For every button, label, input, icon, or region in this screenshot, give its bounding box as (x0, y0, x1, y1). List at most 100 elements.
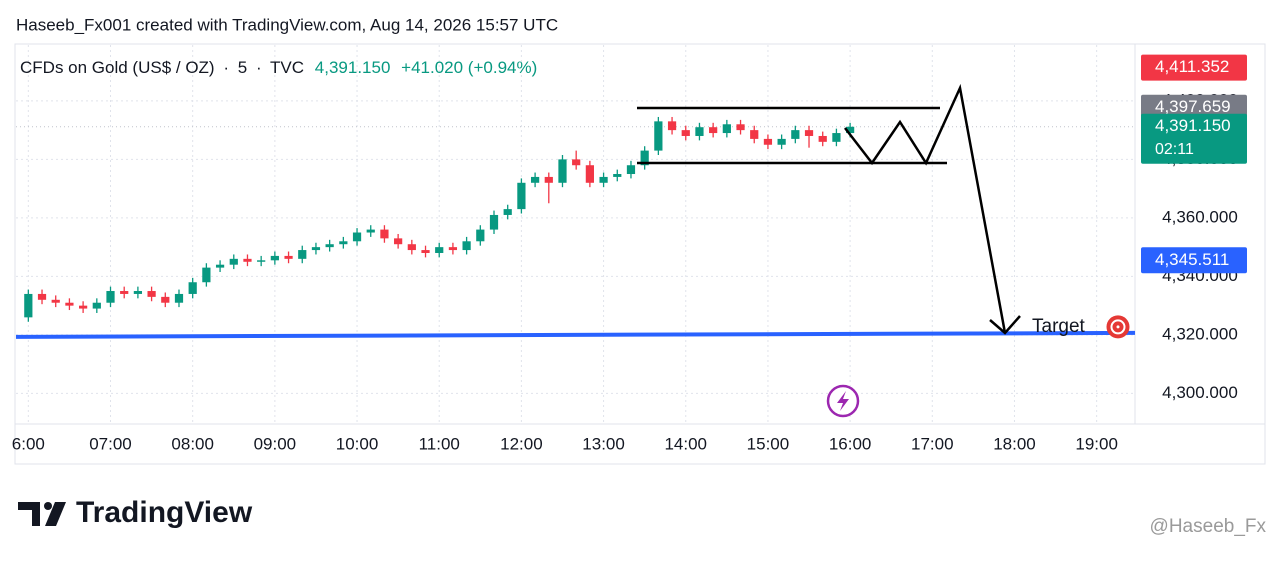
candle-body (106, 291, 115, 303)
change: +41.020 (+0.94%) (401, 58, 537, 77)
candle-body (654, 121, 663, 151)
candle-body (572, 159, 581, 166)
y-tick-label: 4,360.000 (1162, 207, 1238, 226)
candle-body (188, 282, 197, 294)
exchange: TVC (270, 58, 304, 77)
candle-body (763, 138, 773, 145)
candle-body (325, 244, 334, 248)
x-tick-label: 08:00 (171, 434, 214, 453)
candle-body (626, 165, 636, 175)
candle-body (804, 130, 814, 136)
x-tick-label: 13:00 (582, 434, 625, 453)
candle-body (284, 255, 293, 259)
price-label: 4,345.511 (1155, 250, 1229, 269)
brand: TradingView (76, 496, 253, 529)
candle-body (174, 293, 184, 303)
candle-body (462, 241, 471, 251)
candle-body (161, 296, 170, 303)
candle-body (791, 130, 800, 139)
candle-body (777, 138, 786, 145)
separator: · (223, 58, 229, 77)
target-icon (1106, 315, 1130, 339)
candle-body (407, 244, 416, 251)
y-tick-label: 4,300.000 (1162, 383, 1238, 402)
candle-body (517, 182, 526, 210)
candle-body (257, 260, 266, 262)
x-tick-label: 15:00 (747, 434, 790, 453)
x-tick-label: 10:00 (336, 434, 379, 453)
symbol: CFDs on Gold (US$ / OZ) (20, 58, 215, 77)
chart-frame (14, 43, 1266, 465)
candle-body (530, 176, 540, 183)
projection-path (844, 83, 1007, 334)
x-tick-label: 19:00 (1075, 434, 1118, 453)
target-line (15, 330, 1136, 339)
candle-body (585, 165, 594, 183)
candle-body (65, 302, 74, 306)
candle-body (476, 229, 485, 242)
drawings (637, 83, 1021, 335)
x-tick-label: 6:00 (12, 434, 45, 453)
candle-body (832, 133, 841, 142)
target-ring (1115, 324, 1121, 330)
candles (15, 116, 1136, 339)
candle-body (51, 299, 60, 303)
separator: · (256, 58, 262, 77)
candle-body (421, 250, 430, 253)
x-tick-label: 12:00 (500, 434, 543, 453)
y-tick-label: 4,320.000 (1162, 324, 1238, 343)
symbol-line: CFDs on Gold (US$ / OZ) · 5 · TVC 4,391.… (20, 58, 537, 77)
x-tick-label: 16:00 (829, 434, 872, 453)
candle-body (352, 232, 362, 242)
price-label: 4,391.150 (1155, 116, 1231, 135)
candle-body (489, 214, 499, 230)
candle-body (736, 124, 745, 131)
x-tick-label: 07:00 (89, 434, 132, 453)
candle-body (133, 291, 143, 294)
last-price: 4,391.150 (315, 58, 391, 77)
candle-body (435, 247, 444, 253)
candle-body (750, 130, 759, 139)
price-label-bg (1141, 247, 1247, 274)
candle-body (298, 250, 307, 259)
candle-body (503, 209, 512, 215)
candle-body (243, 258, 252, 262)
lightning-icon (826, 384, 860, 418)
candle-body (37, 293, 47, 300)
candle-body (667, 121, 677, 131)
candle-body (599, 176, 608, 183)
candle-body (681, 130, 690, 136)
candle-body (722, 124, 731, 134)
x-tick-label: 18:00 (993, 434, 1036, 453)
candle-body (380, 229, 389, 239)
price-label: 4,397.659 (1155, 97, 1231, 116)
candle-body (215, 264, 225, 268)
candle-body (695, 127, 704, 136)
candle-body (448, 247, 458, 251)
watermark: @Haseeb_Fx (1150, 516, 1267, 537)
candle-body (79, 305, 88, 309)
x-tick-label: 17:00 (911, 434, 954, 453)
x-tick-label: 09:00 (254, 434, 297, 453)
candle-body (147, 291, 156, 297)
candle-body (120, 291, 129, 294)
x-tick-label: 14:00 (664, 434, 707, 453)
price-label-bg (1141, 113, 1247, 164)
countdown: 02:11 (1155, 141, 1194, 158)
candle-body (558, 159, 567, 183)
candle-body (311, 247, 321, 251)
candle-body (270, 255, 279, 261)
logo (18, 502, 66, 526)
candle-body (709, 127, 718, 134)
arrow-head (989, 315, 1021, 335)
candle-body (544, 176, 553, 183)
candle-body (92, 302, 101, 309)
target-label: Target (1032, 316, 1086, 337)
price-label-bg (1141, 54, 1247, 81)
candle-body (24, 293, 33, 318)
credit: Haseeb_Fx001 created with TradingView.co… (16, 15, 558, 34)
interval: 5 (238, 58, 247, 77)
candle-body (202, 267, 211, 283)
candle-body (613, 174, 622, 177)
